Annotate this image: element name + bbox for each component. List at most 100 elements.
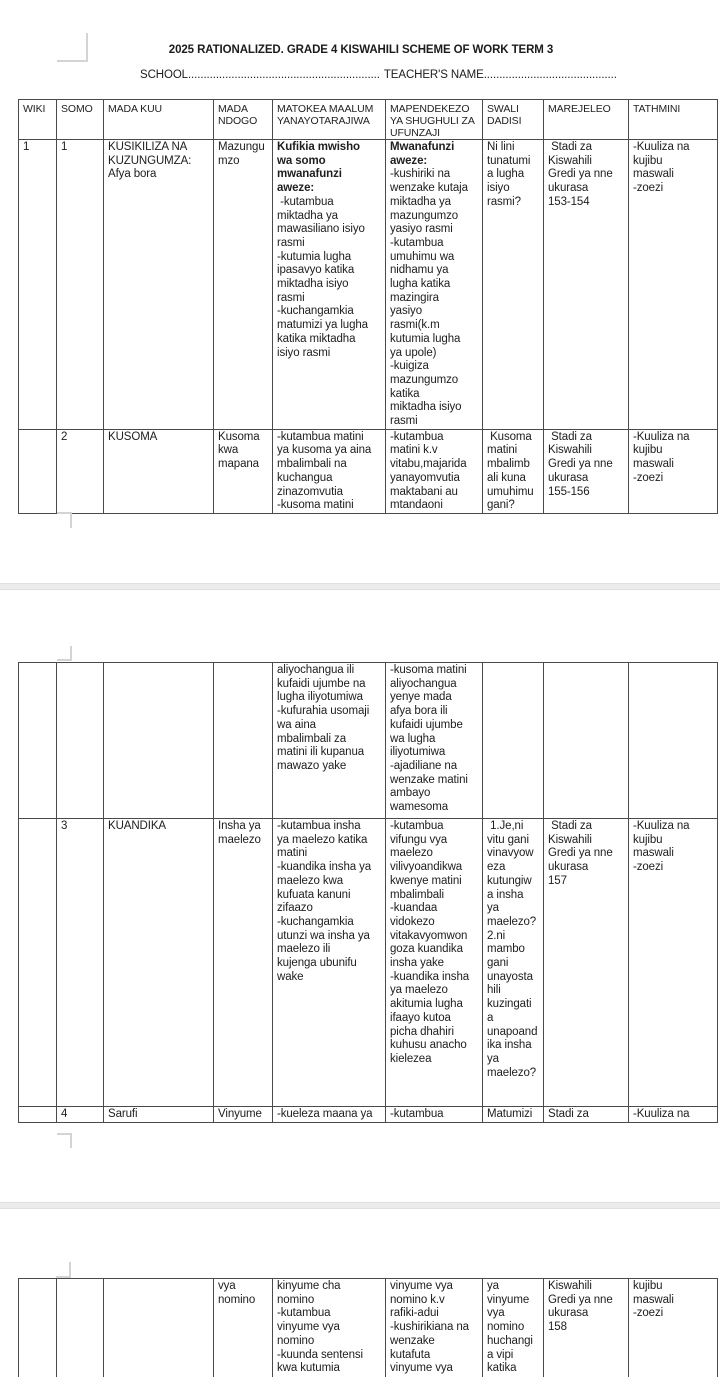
cell-matokea: -kutambua insha ya maelezo katika matini… [272,818,386,1107]
cell-text: -kutambua vifungu vya maelezo vilivyoand… [390,820,470,1065]
cell-text: 2 [61,430,68,443]
header-tathmini: TATHMINI [628,99,718,140]
page-separator-2 [0,1202,720,1209]
cell-text: KUANDIKA [108,820,166,832]
cell-marejeleo: Stadi za Kiswahili Gredi ya nne ukurasa … [543,818,629,1107]
cell-text: -kutambua matini ya kusoma ya aina mbali… [277,430,372,512]
cell-mada-ndogo [213,662,273,819]
cell-somo: 3 [56,818,104,1107]
cell-wiki [18,1278,57,1377]
cell-marejeleo: Stadi za [543,1106,629,1123]
cell-swali: 1.Je,ni vitu gani vinavyow eza kutungiw … [482,818,544,1107]
cell-text: Stadi za Kiswahili Gredi ya nne ukurasa … [548,141,613,208]
cell-mada-ndogo: Kusoma kwa mapana [213,428,273,514]
page2-bottom-left-margin-mark [57,1133,72,1148]
header-wiki: WIKI [18,99,57,140]
cell-somo: 1 [56,139,104,430]
cell-mada-kuu [103,662,214,819]
cell-marejeleo: Kiswahili Gredi ya nne ukurasa 158 [543,1278,629,1377]
cell-text: -Kuuliza na kujibu maswali -zoezi [633,141,690,195]
cell-tathmini: kujibu maswali -zoezi [628,1278,718,1377]
cell-swali [482,662,544,819]
cell-text: -kusoma matini aliyochangua yenye mada a… [390,664,468,814]
table-header-row: WIKI SOMO MADA KUU MADA NDOGO MATOKEA MAALUM… [18,99,718,140]
school-blank-field: SCHOOL..................................… [140,69,380,81]
page-1: 2025 RATIONALIZED. GRADE 4 KISWAHILI SCH… [0,0,720,583]
page1-top-left-margin-mark [57,33,88,62]
cell-marejeleo: Stadi za Kiswahili Gredi ya nne ukurasa … [543,428,629,514]
cell-text: 1.Je,ni vitu gani vinavyow eza kutungiw … [487,820,538,1079]
cell-wiki [18,1106,57,1123]
cell-text: Stadi za Kiswahili Gredi ya nne ukurasa … [548,820,613,887]
cell-text: -kutambua matini k.v vitabu,majarida yan… [390,430,467,512]
cell-somo [56,662,104,819]
cell-tathmini: -Kuuliza na kujibu maswali -zoezi [628,818,718,1107]
page-separator-1 [0,583,720,590]
table-row: 3 KUANDIKA Insha ya maelezo -kutambua insha… [18,818,718,1107]
cell-somo: 4 [56,1106,104,1123]
cell-text: Matumizi [487,1108,533,1120]
table-row: 2 KUSOMA Kusoma kwa mapana -kutambua matini… [18,428,718,514]
cell-text: 3 [61,820,68,832]
cell-matokea: Kufikia mwisho wa somo mwanafunzi aweze:… [272,139,386,430]
cell-matokea: -kutambua matini ya kusoma ya aina mbali… [272,428,386,514]
cell-text: aliyochangua ili kufaidi ujumbe na lugha… [277,664,370,772]
cell-text: Stadi za Kiswahili Gredi ya nne ukurasa … [548,430,613,498]
table-row: aliyochangua ili kufaidi ujumbe na lugha… [18,662,718,819]
cell-text: Kiswahili Gredi ya nne ukurasa 158 [548,1280,613,1334]
cell-text: Stadi za [548,1108,589,1120]
cell-somo [56,1278,104,1377]
cell-text: 4 [61,1108,68,1120]
cell-text: -kutambua insha ya maelezo katika matini… [277,820,372,983]
cell-somo: 2 [56,428,104,514]
cell-mapendekezo: -kusoma matini aliyochangua yenye mada a… [385,662,483,819]
cell-mada-kuu [103,1278,214,1377]
cell-matokea: kinyume cha nomino -kutambua vinyume vya… [272,1278,386,1377]
cell-mada-ndogo: Insha ya maelezo [213,818,273,1107]
scheme-of-work-table-page-2: aliyochangua ili kufaidi ujumbe na lugha… [18,662,718,1123]
cell-mada-kuu: KUANDIKA [103,818,214,1107]
header-mapendekezo: MAPENDEKEZO YA SHUGHULI ZA UFUNZAJI [385,99,483,140]
cell-mapendekezo: -kutambua matini k.v vitabu,majarida yan… [385,428,483,514]
cell-text: -kutambua [390,1108,444,1120]
cell-text: Kusoma kwa mapana [218,430,260,471]
cell-text: Ni lini tunatumi a lugha isiyo rasmi? [487,141,531,208]
cell-swali: Kusoma matini mbalimb ali kuna umuhimu g… [482,428,544,514]
header-matokea: MATOKEA MAALUM YANAYOTARAJIWA [272,99,386,140]
page-2: aliyochangua ili kufaidi ujumbe na lugha… [0,590,720,1202]
cell-wiki [18,818,57,1107]
cell-mada-kuu: KUSIKILIZA NA KUZUNGUMZA: Afya bora [103,139,214,430]
scheme-of-work-table-page-3: vya nomino kinyume cha nomino -kutambua v… [18,1278,718,1377]
cell-text: kinyume cha nomino -kutambua vinyume vya… [277,1280,363,1375]
cell-swali: Ni lini tunatumi a lugha isiyo rasmi? [482,139,544,430]
cell-text: Insha ya maelezo [218,820,261,846]
cell-mada-ndogo: Vinyume [213,1106,273,1123]
cell-text: Sarufi [108,1108,138,1120]
header-somo: SOMO [56,99,104,140]
cell-wiki: 1 [18,139,57,430]
cell-text: kujibu maswali -zoezi [633,1280,674,1320]
cell-wiki [18,428,57,514]
cell-marejeleo [543,662,629,819]
cell-text: -Kuuliza na kujibu maswali -zoezi [633,430,690,484]
cell-text: -kueleza maana ya [277,1108,373,1120]
page3-top-left-margin-mark [56,1262,71,1278]
cell-text: vinyume vya nomino k.v rafiki-adui -kush… [390,1280,469,1375]
page2-top-left-margin-mark [57,646,72,661]
cell-text: Mazungu mzo [218,141,265,167]
cell-text: -kutambua miktadha ya mawasiliano isiyo … [277,195,368,359]
cell-matokea: aliyochangua ili kufaidi ujumbe na lugha… [272,662,386,819]
cell-text: Kusoma matini mbalimb ali kuna umuhimu g… [487,430,534,512]
page-3: vya nomino kinyume cha nomino -kutambua v… [0,1209,720,1377]
cell-mada-kuu: KUSOMA [103,428,214,514]
header-marejeleo: MAREJELEO [543,99,629,140]
cell-mada-ndogo: vya nomino [213,1278,273,1377]
document-title: 2025 RATIONALIZED. GRADE 4 KISWAHILI SCH… [168,44,554,56]
cell-mapendekezo: -kutambua vifungu vya maelezo vilivyoand… [385,818,483,1107]
cell-mapendekezo: -kutambua [385,1106,483,1123]
cell-mapendekezo: vinyume vya nomino k.v rafiki-adui -kush… [385,1278,483,1377]
cell-bold-lead: Kufikia mwisho wa somo mwanafunzi aweze: [277,141,360,195]
cell-mada-ndogo: Mazungu mzo [213,139,273,430]
cell-text: 1 [23,141,30,153]
